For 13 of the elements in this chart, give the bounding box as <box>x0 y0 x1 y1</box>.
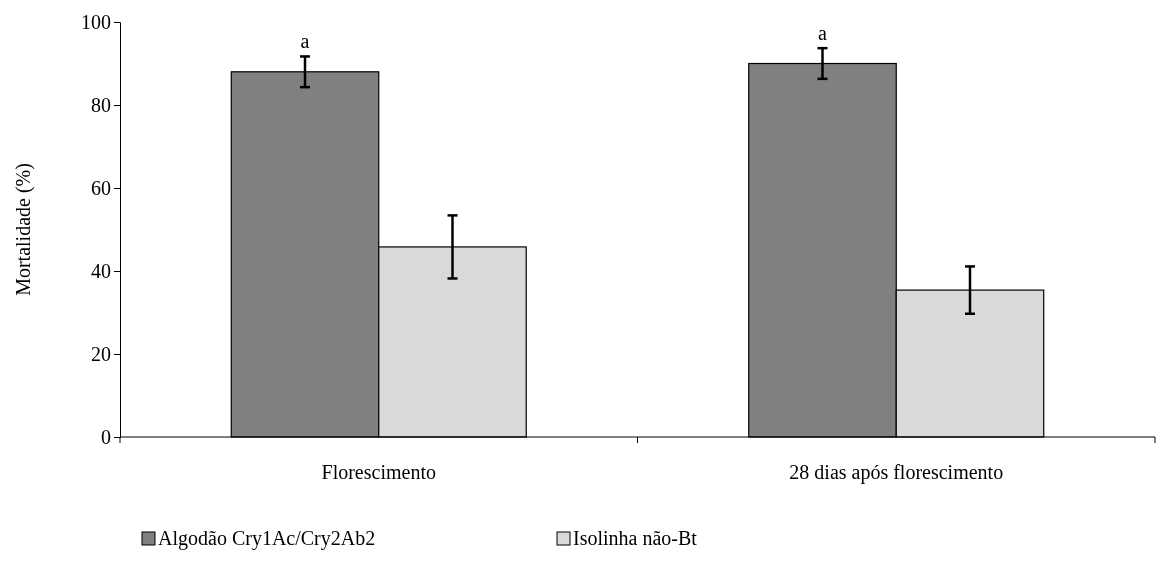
y-tick-label: 100 <box>81 10 111 33</box>
y-tick-label: 80 <box>91 93 111 116</box>
annotation: a <box>300 30 310 53</box>
legend-label: Algodão Cry1Ac/Cry2Ab2 <box>158 527 376 550</box>
annotation: a <box>818 22 828 45</box>
y-tick-label: 60 <box>91 176 111 199</box>
y-tick-label: 20 <box>91 342 111 365</box>
x-tick-label: 28 dias após florescimento <box>789 461 1004 484</box>
y-tick-label: 0 <box>101 425 111 448</box>
y-axis-title: Mortalidade (%) <box>12 163 35 296</box>
legend-label: Isolinha não-Bt <box>573 527 698 549</box>
y-tick-label: 40 <box>91 259 111 282</box>
x-tick-label: Florescimento <box>321 461 436 483</box>
